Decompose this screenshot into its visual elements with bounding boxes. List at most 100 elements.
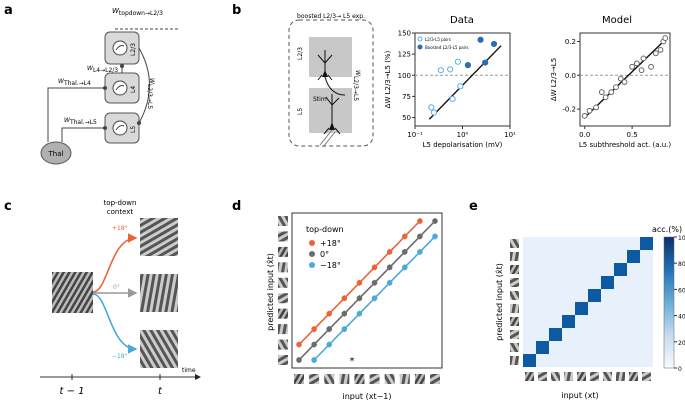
model-plot-axes [579,32,671,127]
model-point [629,63,636,70]
e-colorbar-tick-label: 40 [678,314,685,321]
model-x-axis-label: L5 subthreshold act. (a.u.) [579,141,672,149]
d-y-grating-icon [278,277,288,288]
schematic-frame [288,19,374,147]
e-heatmap-cell [640,276,653,289]
d-x-grating-icon [399,374,410,384]
d-x-axis-label: input (xt−1) [342,392,391,400]
model-point [608,89,615,96]
e-heatmap-cell [627,328,640,341]
d-point [371,279,378,286]
e-heatmap-cell [562,315,575,328]
d-point [311,357,317,363]
model-xtick-label: 0.0 [579,131,590,139]
model-fit-line [584,39,666,119]
data-scatter-plot: Data L2/3-L5 pairs Boosted L2/3-L5 pairs 5… [384,15,516,149]
e-heatmap-cell [523,341,536,354]
d-y-grating-icon [278,324,288,335]
d-x-grating-icon [324,374,335,384]
thal-to-l4-line [47,87,105,142]
e-heatmap-cell [575,354,588,367]
angle-neg-label: −18° [112,353,128,360]
d-point [401,233,408,240]
neuron-l5 [112,120,128,136]
e-heatmap-cell [562,341,575,354]
e-heatmap-cell [627,315,640,328]
data-point-boosted [464,62,472,69]
e-heatmap-cell [627,276,640,289]
e-heatmap-cell [588,276,601,289]
e-heatmap-cell [588,263,601,276]
context-title: top-down [104,199,137,207]
e-heatmap-cell [614,237,627,250]
e-heatmap-cell [523,237,536,250]
d-axis-grating-icons [278,216,440,384]
e-heatmap-cell [523,263,536,276]
data-ytick-label: 100 [398,72,411,80]
model-point [662,35,669,41]
e-heatmap-cell [601,315,614,328]
e-heatmap-cell [562,250,575,263]
e-colorbar [663,236,675,369]
model-point [593,104,600,111]
d-point [326,326,333,332]
e-x-grating-icon [538,372,547,381]
d-point [311,326,317,332]
d-point [432,233,438,240]
e-x-grating-icon [629,372,638,381]
e-heatmap-cell [601,250,614,263]
e-heatmap-cell [601,302,614,315]
e-heatmap-cell [549,315,562,328]
d-x-grating-icon [294,374,304,384]
d-y-grating-icon [278,308,288,319]
data-xtick-label: 10⁰ [457,131,469,139]
model-point [633,60,640,67]
d-y-grating-icon [278,293,288,304]
d-y-grating-icon [278,262,288,273]
d-x-grating-icon [309,374,320,384]
e-heatmap-cell [575,263,588,276]
data-x-axis-label: L5 depolarisation (mV) [423,141,503,149]
e-heatmap-cell [562,302,575,315]
d-point [417,233,423,240]
e-heatmap-cell [549,289,562,302]
data-xtick-label: 10⁻¹ [407,131,423,139]
e-heatmap-cell [536,341,549,354]
e-heatmap-cell [562,354,575,367]
data-fit-line [428,45,502,120]
model-point [613,84,619,91]
time-now-label: t [158,386,163,397]
e-heatmap-cell [523,328,536,341]
e-heatmap-cell [523,315,536,328]
thalamus-node [40,141,72,165]
data-point-pair [437,67,444,74]
e-x-grating-icon [616,372,625,381]
d-y-grating-icon [278,339,288,350]
layer-l4-label: L4 [130,86,137,93]
e-heatmap-cell [640,354,653,367]
e-x-grating-icon [564,372,573,381]
thal-l5-weight-label: WThal.→L5 [64,117,97,126]
d-point [401,264,408,271]
e-heatmap-cell [588,328,601,341]
e-y-grating-icon [510,239,519,248]
model-point [602,94,609,101]
e-heatmap-cell [549,354,562,367]
e-heatmap-cell [562,289,575,302]
data-legend-label: Boosted L2/3-L5 pairs [425,45,469,50]
e-heatmap-cell [562,237,575,250]
l23-to-l5-curve [138,47,150,124]
e-colorbar-tick-label: 100 [678,235,685,242]
thal-l4-weight-label: WThal.→L4 [58,78,91,87]
panel-label-a: a [4,3,13,18]
e-x-grating-icon [551,372,560,381]
stim-electrode [319,129,333,146]
e-heatmap-cell [536,289,549,302]
data-legend-marker [417,36,423,42]
e-heatmap-cell [627,354,640,367]
model-plot-title: Model [602,15,632,26]
output-grating-zero [140,274,178,312]
data-point-pair [449,95,456,103]
e-heatmap-cell [549,341,562,354]
d-point [386,264,393,271]
